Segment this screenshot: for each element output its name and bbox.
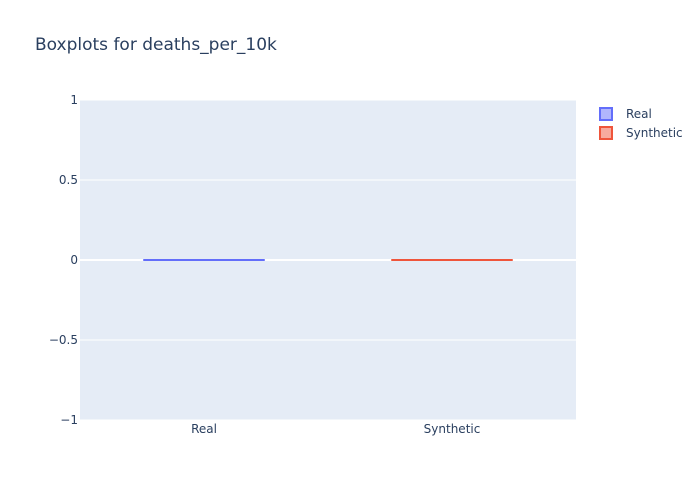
y-tick-label: 1 bbox=[70, 93, 78, 107]
y-tick-label: 0.5 bbox=[59, 173, 78, 187]
legend-item-real[interactable]: Real bbox=[599, 107, 652, 121]
x-tick-label: Real bbox=[191, 422, 217, 436]
y-tick-label: 0 bbox=[70, 253, 78, 267]
legend-label: Real bbox=[626, 107, 652, 121]
x-tick-label: Synthetic bbox=[424, 422, 481, 436]
y-axis-ticks: 1 0.5 0 −0.5 −1 bbox=[49, 93, 78, 427]
y-tick-label: −0.5 bbox=[49, 333, 78, 347]
chart-title: Boxplots for deaths_per_10k bbox=[35, 35, 277, 55]
legend-swatch bbox=[599, 107, 613, 121]
legend[interactable]: Real Synthetic bbox=[599, 107, 683, 140]
legend-swatch bbox=[599, 126, 613, 140]
legend-label: Synthetic bbox=[626, 126, 683, 140]
x-axis-ticks: Real Synthetic bbox=[191, 422, 480, 436]
legend-item-synthetic[interactable]: Synthetic bbox=[599, 126, 683, 140]
y-tick-label: −1 bbox=[60, 413, 78, 427]
